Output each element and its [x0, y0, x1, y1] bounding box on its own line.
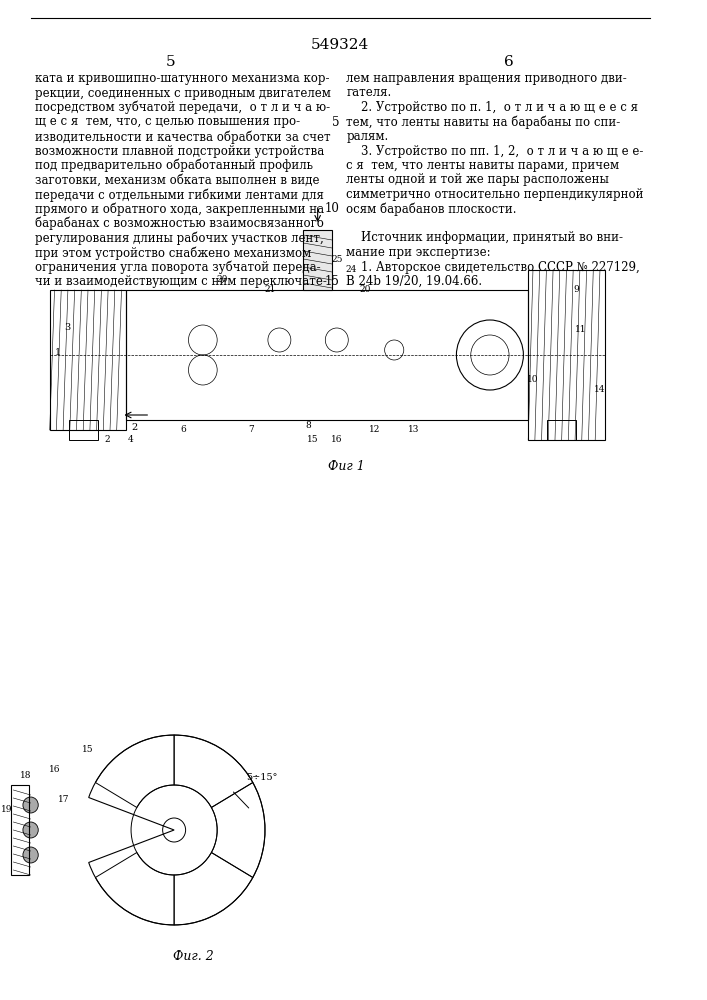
Text: 19: 19: [1, 806, 13, 814]
Text: 6: 6: [504, 55, 514, 69]
Text: 20: 20: [360, 286, 371, 294]
Text: возможности плавной подстройки устройства: возможности плавной подстройки устройств…: [35, 144, 325, 157]
Text: 16: 16: [331, 436, 343, 444]
Text: 20: 20: [216, 275, 228, 284]
Text: ралям.: ралям.: [346, 130, 389, 143]
Text: ленты одной и той же пары расположены: ленты одной и той же пары расположены: [346, 174, 609, 186]
Text: щ е с я  тем, что, с целью повышения про-: щ е с я тем, что, с целью повышения про-: [35, 115, 300, 128]
Text: 15: 15: [82, 746, 94, 754]
Text: 5÷15°: 5÷15°: [246, 773, 277, 782]
Text: 9: 9: [573, 286, 579, 294]
Text: под предварительно обработанный профиль: под предварительно обработанный профиль: [35, 159, 313, 172]
Text: 21: 21: [264, 286, 276, 294]
Text: 14: 14: [594, 385, 606, 394]
Text: 2: 2: [131, 423, 137, 432]
Text: осям барабанов плоскости.: осям барабанов плоскости.: [346, 202, 517, 216]
Text: 3: 3: [64, 323, 70, 332]
Circle shape: [23, 822, 38, 838]
Text: 15: 15: [325, 275, 339, 288]
Text: 17: 17: [58, 796, 70, 804]
Text: 3. Устройство по пп. 1, 2,  о т л и ч а ю щ е е-: 3. Устройство по пп. 1, 2, о т л и ч а ю…: [346, 144, 644, 157]
Text: 7: 7: [247, 426, 254, 434]
Bar: [127, 290, 528, 420]
Text: мание при экспертизе:: мание при экспертизе:: [346, 246, 491, 259]
Text: 15: 15: [307, 436, 319, 444]
Bar: [303, 230, 332, 290]
Text: 2. Устройство по п. 1,  о т л и ч а ю щ е е с я: 2. Устройство по п. 1, о т л и ч а ю щ е…: [346, 101, 638, 114]
Text: 25: 25: [331, 255, 343, 264]
Text: симметрично относительно перпендикулярной: симметрично относительно перпендикулярно…: [346, 188, 644, 201]
Text: 1. Авторское свидетельство СССР № 227129,: 1. Авторское свидетельство СССР № 227129…: [346, 260, 640, 273]
Text: с я  тем, что ленты навиты парами, причем: с я тем, что ленты навиты парами, причем: [346, 159, 619, 172]
Text: барабанах с возможностью взаимосвязанного: барабанах с возможностью взаимосвязанног…: [35, 217, 325, 231]
Bar: [528, 270, 604, 440]
Text: регулирования длины рабочих участков лент,: регулирования длины рабочих участков лен…: [35, 232, 324, 245]
Text: лем направления вращения приводного дви-: лем направления вращения приводного дви-: [346, 72, 627, 85]
Text: 5: 5: [332, 115, 339, 128]
Text: 6: 6: [181, 426, 187, 434]
Circle shape: [23, 797, 38, 813]
Text: при этом устройство снабжено механизмом: при этом устройство снабжено механизмом: [35, 246, 312, 259]
Text: прямого и обратного хода, закрепленными на: прямого и обратного хода, закрепленными …: [35, 202, 325, 216]
Text: гателя.: гателя.: [346, 87, 392, 100]
Bar: [11, 785, 29, 875]
Text: Фиг. 2: Фиг. 2: [173, 950, 214, 963]
Text: заготовки, механизм обката выполнен в виде: заготовки, механизм обката выполнен в ви…: [35, 174, 320, 186]
Text: 549324: 549324: [310, 38, 369, 52]
Text: рекции, соединенных с приводным двигателем: рекции, соединенных с приводным двигател…: [35, 87, 332, 100]
Text: ката и кривошипно-шатунного механизма кор-: ката и кривошипно-шатунного механизма ко…: [35, 72, 330, 85]
Text: 16: 16: [49, 766, 60, 774]
Bar: [547, 420, 576, 440]
Text: 12: 12: [369, 426, 381, 434]
Circle shape: [23, 847, 38, 863]
Text: 10: 10: [325, 202, 339, 216]
Bar: [49, 290, 127, 430]
Text: изводительности и качества обработки за счет: изводительности и качества обработки за …: [35, 130, 331, 143]
Text: посредством зубчатой передачи,  о т л и ч а ю-: посредством зубчатой передачи, о т л и ч…: [35, 101, 330, 114]
Text: 18: 18: [20, 770, 32, 780]
Text: чи и взаимодействующим с ним переключате-: чи и взаимодействующим с ним переключате…: [35, 275, 327, 288]
Bar: [69, 420, 98, 440]
Text: Фиг 1: Фиг 1: [328, 460, 365, 473]
Text: 2: 2: [105, 436, 110, 444]
Text: 5: 5: [165, 55, 175, 69]
Text: передачи с отдельными гибкими лентами для: передачи с отдельными гибкими лентами дл…: [35, 188, 325, 202]
Text: 4: 4: [128, 436, 134, 444]
Text: 11: 11: [575, 326, 587, 334]
Text: 8: 8: [305, 420, 311, 430]
Text: 24: 24: [346, 265, 357, 274]
Text: 13: 13: [408, 426, 419, 434]
Text: Источник информации, принятый во вни-: Источник информации, принятый во вни-: [346, 232, 624, 244]
Text: ограничения угла поворота зубчатой переда-: ограничения угла поворота зубчатой перед…: [35, 260, 321, 274]
Text: 1: 1: [54, 348, 61, 357]
Text: В 24b 19/20, 19.04.66.: В 24b 19/20, 19.04.66.: [346, 275, 482, 288]
Text: 10: 10: [527, 375, 539, 384]
Text: тем, что ленты навиты на барабаны по спи-: тем, что ленты навиты на барабаны по спи…: [346, 115, 621, 129]
